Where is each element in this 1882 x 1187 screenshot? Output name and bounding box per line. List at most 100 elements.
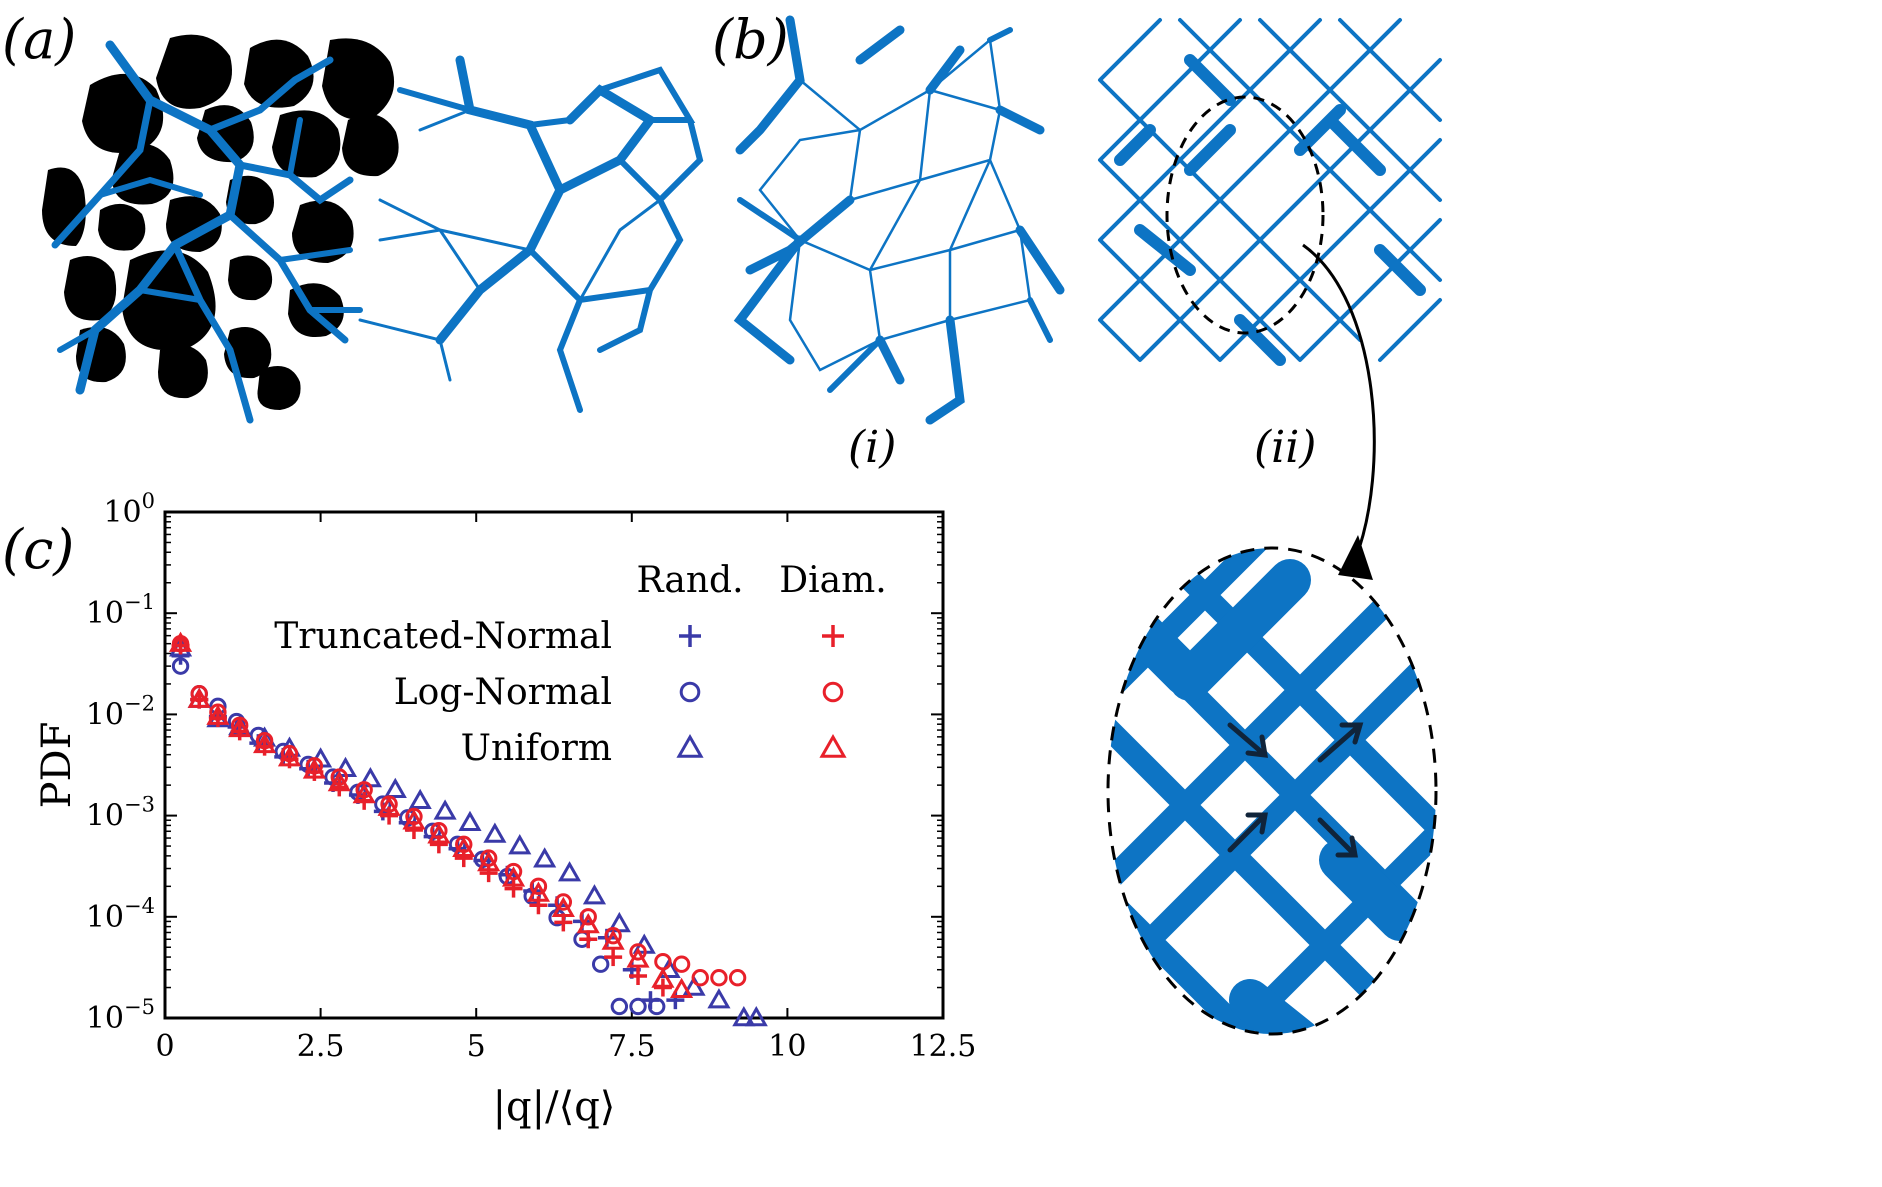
plus-marker (479, 864, 498, 883)
x-tick-label: 5 (467, 1029, 486, 1064)
circle-marker (227, 712, 246, 731)
flow-arrow (1227, 722, 1269, 758)
flow-arrow (1227, 812, 1268, 853)
circle-marker (579, 908, 597, 926)
grain (82, 73, 164, 153)
y-tick-label: 10−5 (86, 995, 155, 1036)
legend-col-diameter: Diam. (779, 560, 886, 601)
circle-marker (554, 893, 573, 911)
subpanel-i-label: (i) (848, 422, 896, 473)
triangle-marker (501, 866, 526, 887)
triangle-marker (458, 810, 482, 831)
circle-marker (330, 768, 348, 786)
zoom-arrowhead (1338, 535, 1373, 580)
panel-a: (a) (2, 8, 704, 424)
zoom-inset (1106, 546, 1438, 1036)
triangle-marker (206, 704, 230, 725)
inset-bonds (1108, 548, 1436, 1034)
triangle-marker (651, 967, 675, 988)
circle-marker (504, 862, 523, 881)
triangle-marker (819, 733, 847, 758)
y-tick-label: 10−2 (86, 691, 155, 732)
triangle-marker (427, 823, 451, 844)
grain (257, 366, 301, 410)
x-axis-label: |q|/⟨q⟩ (493, 1084, 616, 1130)
legend-col-random: Rand. (636, 560, 743, 601)
plus-marker (504, 879, 523, 898)
plus-marker (579, 930, 598, 949)
y-tick-label: 10−3 (86, 793, 155, 834)
panel-a-label: (a) (2, 8, 76, 71)
subpanel-ii-label: (ii) (1254, 422, 1316, 473)
triangle-marker (576, 912, 600, 934)
y-tick-label: 10−4 (86, 894, 155, 935)
panel-c-label: (c) (2, 518, 74, 581)
network-bond (737, 27, 1053, 393)
triangle-marker (383, 777, 407, 799)
x-tick-label: 0 (155, 1029, 174, 1064)
legend-row-truncated-normal: Truncated-Normal (274, 616, 612, 657)
network-bond (435, 55, 657, 345)
triangle-marker (676, 733, 704, 758)
zoom-region-ellipse (1165, 95, 1325, 335)
circle-marker (679, 681, 701, 703)
triangle-marker (533, 847, 557, 868)
triangle-marker (408, 788, 432, 810)
circle-marker (691, 969, 709, 987)
circle-marker (604, 927, 622, 945)
legend-markers (676, 625, 847, 758)
contact-network (358, 55, 704, 413)
pdf-chart: 0 2.5 5 7.5 10 12.5 100 10−1 10−2 10−3 10−4 10−5 |… (34, 489, 976, 1130)
circle-marker (822, 681, 844, 703)
grain (244, 39, 314, 108)
triangle-marker (433, 799, 457, 820)
circle-marker (355, 781, 373, 799)
triangle-marker (352, 782, 376, 804)
diamond-lattice (1098, 18, 1442, 366)
triangle-marker (707, 988, 731, 1009)
zoom-arrow (1302, 243, 1376, 561)
triangle-marker (626, 947, 650, 968)
lattice-thick-bonds (1114, 54, 1426, 366)
triangle-marker (377, 795, 401, 816)
legend: Rand. Diam. Truncated-Normal Log-Normal … (274, 560, 886, 769)
triangle-marker (402, 809, 426, 830)
triangle-marker (551, 896, 575, 918)
plus-marker (822, 625, 844, 647)
circle-marker (629, 943, 647, 961)
x-tick-label: 2.5 (297, 1029, 345, 1064)
panel-b: (b) (i) (ii) (712, 8, 1442, 580)
triangle-marker (302, 758, 326, 779)
circle-marker (591, 955, 610, 973)
grain (228, 255, 273, 301)
y-axis: 100 10−1 10−2 10−3 10−4 10−5 (86, 489, 943, 1036)
circle-marker (529, 877, 548, 896)
x-tick-label: 12.5 (910, 1029, 977, 1064)
grain (272, 110, 341, 178)
plus-marker (679, 625, 701, 647)
random-network (733, 15, 1065, 425)
network-bond (758, 37, 1032, 372)
circle-marker (171, 657, 190, 675)
flow-arrows (1227, 722, 1364, 858)
granular-packing (42, 34, 399, 410)
plus-marker (604, 948, 623, 967)
plus-marker (629, 967, 648, 986)
circle-marker (728, 969, 747, 987)
circle-marker (610, 997, 629, 1016)
panel-c: (c) 0 2.5 5 7.5 10 12.5 10010−110−210−310−410… (2, 489, 976, 1130)
circle-marker (672, 955, 691, 973)
grain (158, 344, 208, 399)
x-tick-label: 10 (768, 1029, 806, 1064)
legend-row-uniform: Uniform (461, 728, 612, 769)
triangle-marker (526, 881, 551, 902)
grain (292, 200, 354, 263)
triangle-marker (252, 732, 277, 754)
triangle-marker (452, 836, 476, 858)
triangle-marker (601, 929, 625, 950)
data-markers (168, 631, 768, 1027)
triangle-marker (483, 822, 507, 843)
grain (64, 256, 117, 321)
legend-row-log-normal: Log-Normal (394, 672, 612, 713)
